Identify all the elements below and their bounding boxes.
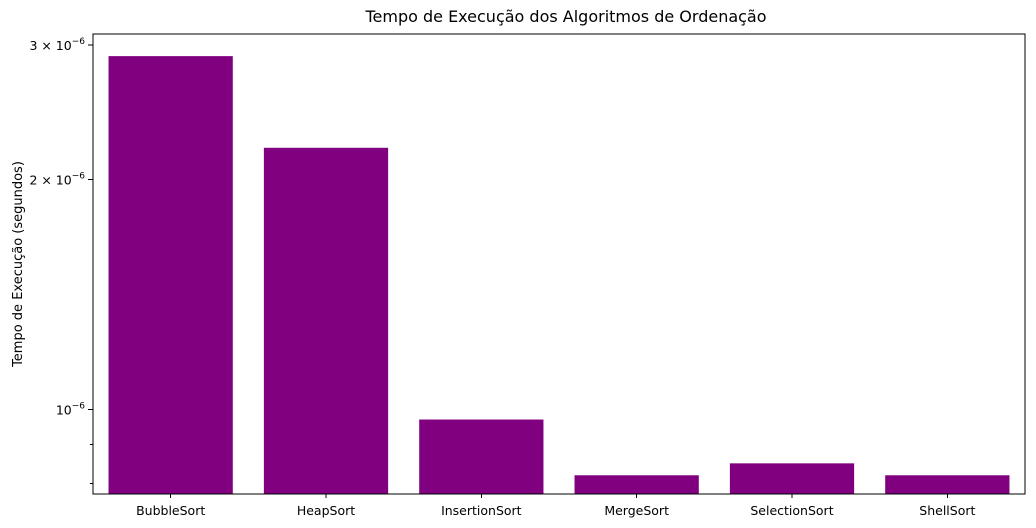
x-tick-label: BubbleSort xyxy=(136,503,205,518)
plot-frame xyxy=(92,33,1026,495)
bar-heapsort xyxy=(263,147,389,494)
chart-title: Tempo de Execução dos Algoritmos de Orde… xyxy=(364,7,766,26)
bar-bubblesort xyxy=(108,56,233,495)
bar-shellsort xyxy=(885,475,1010,494)
x-tick-label: InsertionSort xyxy=(441,503,522,518)
bar-insertionsort xyxy=(419,419,544,494)
axes xyxy=(92,33,1026,495)
x-tick-label: ShellSort xyxy=(919,503,975,518)
x-tick-label: SelectionSort xyxy=(750,503,833,518)
y-tick-label: 10−6 xyxy=(56,401,85,417)
y-tick-label: 2 × 10−6 xyxy=(29,171,85,187)
ticks: BubbleSort HeapSort InsertionSort MergeSort… xyxy=(29,37,975,518)
bars xyxy=(108,56,1010,495)
x-tick-label: MergeSort xyxy=(604,503,669,518)
x-tick-label: HeapSort xyxy=(297,503,355,518)
bar-selectionsort xyxy=(729,463,855,494)
y-tick-label: 3 × 10−6 xyxy=(29,37,85,53)
y-axis-label: Tempo de Execução (segundos) xyxy=(11,161,26,368)
bar-mergesort xyxy=(574,475,699,494)
